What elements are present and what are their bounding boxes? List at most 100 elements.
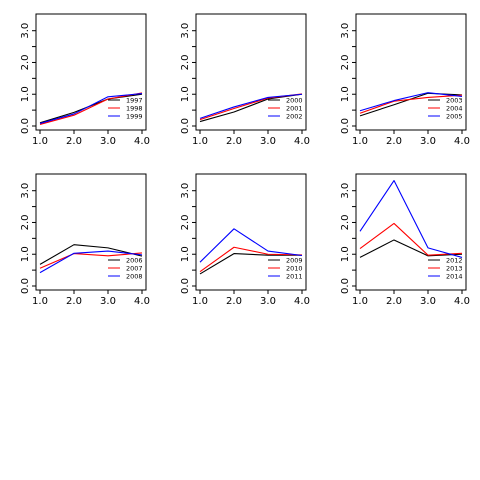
y-tick-label: 0.0 (340, 278, 351, 294)
x-tick-label: 3.0 (100, 296, 116, 307)
legend-label-2003: 2003 (446, 96, 463, 104)
plot-frame (355, 13, 467, 131)
legend-label-2006: 2006 (126, 256, 143, 264)
y-tick-label: 0.0 (180, 118, 191, 134)
series-line-1999 (39, 93, 143, 124)
y-tick-label: 1.0 (180, 246, 191, 262)
series-line-2006 (39, 244, 143, 265)
plot-frame (355, 173, 467, 291)
y-tick-label: 3.0 (20, 183, 31, 199)
series-line-2013 (359, 222, 463, 256)
y-tick-label: 1.0 (20, 246, 31, 262)
x-tick-label: 4.0 (454, 136, 470, 147)
y-tick-label: 2.0 (180, 55, 191, 71)
y-tick-label: 3.0 (180, 183, 191, 199)
series-line-1998 (39, 92, 143, 125)
legend-label-2001: 2001 (286, 104, 303, 112)
y-tick-label: 0.0 (340, 118, 351, 134)
x-tick-label: 1.0 (352, 136, 368, 147)
legend-label-2013: 2013 (446, 264, 463, 272)
legend-label-2012: 2012 (446, 256, 463, 264)
legend-label-2008: 2008 (126, 272, 143, 280)
x-tick-label: 4.0 (294, 296, 310, 307)
y-tick-label: 0.0 (20, 278, 31, 294)
legend-label-1999: 1999 (126, 112, 143, 120)
legend-label-2000: 2000 (286, 96, 303, 104)
series-line-2009 (199, 253, 302, 275)
x-tick-label: 1.0 (192, 136, 208, 147)
y-tick-label: 1.0 (20, 86, 31, 102)
series-line-2010 (199, 246, 303, 273)
plot-frame (195, 173, 307, 291)
legend-label-2007: 2007 (126, 264, 143, 272)
x-tick-label: 2.0 (386, 136, 402, 147)
x-tick-label: 3.0 (100, 136, 116, 147)
series-line-2011 (199, 228, 303, 263)
series-line-2005 (359, 92, 463, 112)
plot-frame (35, 13, 147, 131)
series-line-2008 (39, 250, 143, 274)
y-tick-label: 3.0 (340, 183, 351, 199)
x-tick-label: 1.0 (192, 296, 208, 307)
x-tick-label: 4.0 (294, 136, 310, 147)
y-tick-label: 3.0 (20, 23, 31, 39)
series-line-2000 (199, 93, 303, 123)
legend-label-2009: 2009 (286, 256, 303, 264)
legend-label-1997: 1997 (126, 96, 143, 104)
plot-frame (195, 13, 307, 131)
legend-label-2010: 2010 (286, 264, 303, 272)
x-tick-label: 4.0 (134, 136, 150, 147)
series-line-2002 (199, 93, 303, 119)
y-tick-label: 1.0 (180, 86, 191, 102)
y-tick-label: 1.0 (340, 246, 351, 262)
x-tick-label: 2.0 (66, 296, 82, 307)
y-tick-label: 2.0 (20, 215, 31, 231)
x-tick-label: 3.0 (420, 136, 436, 147)
series-line-2007 (39, 252, 143, 269)
legend-label-2002: 2002 (286, 112, 303, 120)
y-tick-label: 2.0 (180, 215, 191, 231)
x-tick-label: 2.0 (386, 296, 402, 307)
legend-label-2014: 2014 (446, 272, 463, 280)
x-tick-label: 2.0 (226, 136, 242, 147)
series-line-2012 (359, 239, 463, 258)
series-line-2004 (359, 94, 463, 114)
plot-frame (35, 173, 147, 291)
y-tick-label: 0.0 (20, 118, 31, 134)
x-tick-label: 2.0 (226, 296, 242, 307)
x-tick-label: 1.0 (352, 296, 368, 307)
y-tick-label: 2.0 (20, 55, 31, 71)
series-line-2014 (359, 179, 463, 258)
x-tick-label: 3.0 (260, 296, 276, 307)
legend-label-2011: 2011 (286, 272, 303, 280)
legend-label-2004: 2004 (446, 104, 463, 112)
y-tick-label: 2.0 (340, 55, 351, 71)
y-tick-label: 2.0 (340, 215, 351, 231)
y-tick-label: 0.0 (180, 278, 191, 294)
x-tick-label: 1.0 (32, 136, 48, 147)
x-tick-label: 4.0 (134, 296, 150, 307)
y-tick-label: 3.0 (340, 23, 351, 39)
y-tick-label: 1.0 (340, 86, 351, 102)
x-tick-label: 3.0 (420, 296, 436, 307)
legend-label-1998: 1998 (126, 104, 143, 112)
x-tick-label: 4.0 (454, 296, 470, 307)
legend-label-2005: 2005 (446, 112, 463, 120)
x-tick-label: 3.0 (260, 136, 276, 147)
x-tick-label: 1.0 (32, 296, 48, 307)
y-tick-label: 3.0 (180, 23, 191, 39)
x-tick-label: 2.0 (66, 136, 82, 147)
